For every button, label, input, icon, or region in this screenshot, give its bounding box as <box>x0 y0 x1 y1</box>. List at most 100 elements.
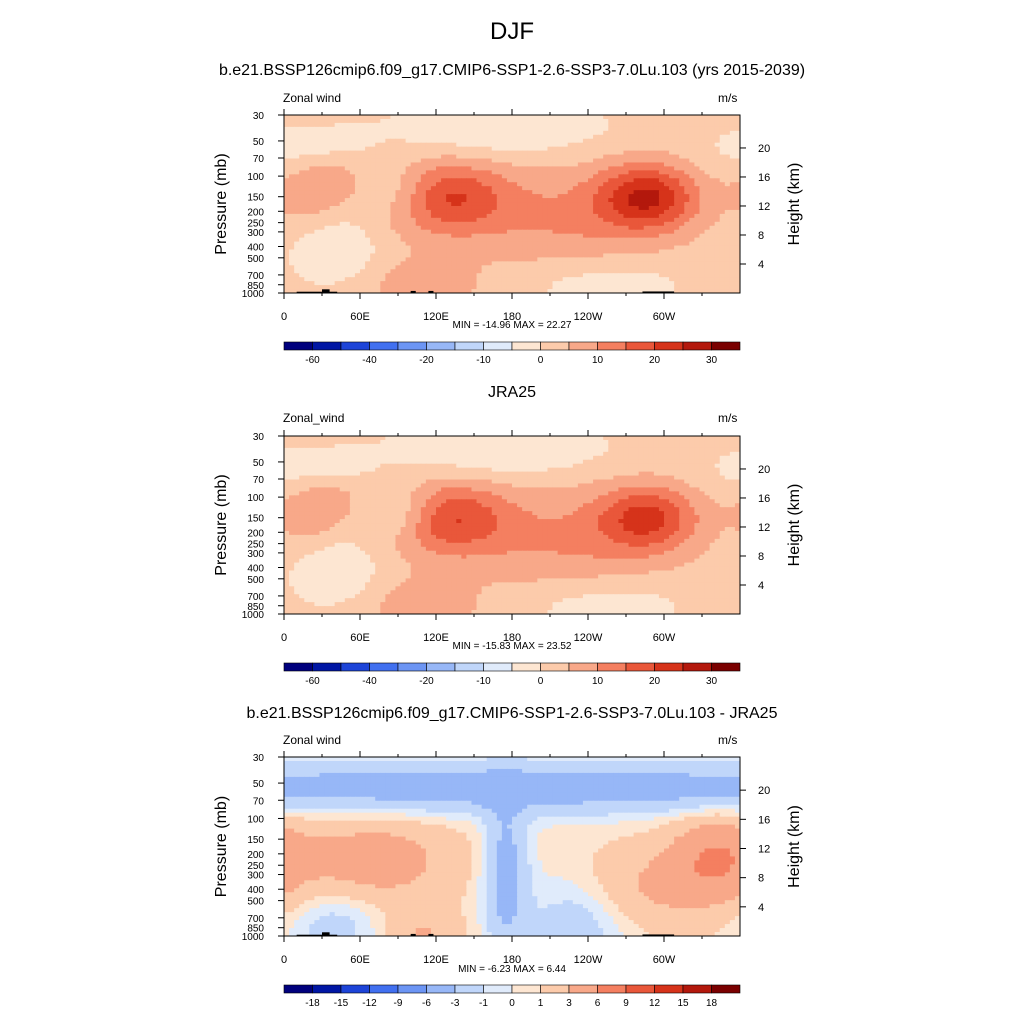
contour-cell <box>506 289 513 293</box>
contour-cell <box>354 213 361 219</box>
contour-cell <box>436 178 442 183</box>
contour-cell <box>410 205 417 211</box>
contour-cell <box>684 190 690 195</box>
contour-cell <box>476 154 483 160</box>
contour-cell <box>329 277 336 282</box>
contour-cell <box>314 253 321 258</box>
contour-cell <box>476 170 483 175</box>
contour-cell <box>684 459 690 465</box>
contour-cell <box>684 229 690 235</box>
contour-cell <box>324 202 331 207</box>
contour-cell <box>648 138 655 144</box>
contour-cell <box>552 122 559 128</box>
contour-cell <box>446 229 452 235</box>
contour-cell <box>309 134 315 140</box>
contour-cell <box>522 443 528 449</box>
contour-cell <box>679 439 685 445</box>
contour-cell <box>567 257 574 262</box>
contour-cell <box>466 134 473 140</box>
contour-cell <box>522 241 528 247</box>
contour-cell <box>390 277 397 282</box>
contour-cell <box>714 277 721 282</box>
contour-cell <box>451 443 457 449</box>
contour-cell <box>360 213 366 219</box>
contour-cell <box>628 439 635 445</box>
contour-cell <box>623 467 630 473</box>
colorbar-swatch <box>597 341 627 351</box>
contour-cell <box>588 174 594 179</box>
contour-cell <box>390 281 397 286</box>
contour-cell <box>314 265 321 270</box>
contour-cell <box>613 269 619 274</box>
contour-cell <box>370 170 376 175</box>
contour-cell <box>456 237 462 243</box>
contour-cell <box>491 166 498 171</box>
contour-cell <box>375 162 381 168</box>
contour-cell <box>501 162 508 168</box>
contour-cell <box>552 459 559 465</box>
contour-cell <box>385 174 391 179</box>
contour-cell <box>430 150 437 156</box>
contour-cell <box>375 202 381 207</box>
contour-cell <box>582 138 589 144</box>
contour-cell <box>334 205 341 211</box>
contour-cell <box>562 257 569 262</box>
contour-cell <box>349 213 356 219</box>
contour-cell <box>436 170 442 175</box>
contour-cell <box>324 150 331 156</box>
contour-cell <box>405 249 412 255</box>
contour-cell <box>648 134 655 140</box>
contour-cell <box>719 463 726 469</box>
contour-cell <box>420 439 427 445</box>
contour-cell <box>588 198 594 203</box>
contour-cell <box>466 217 473 223</box>
contour-cell <box>582 209 589 215</box>
contour-cell <box>410 217 417 223</box>
contour-cell <box>400 205 407 211</box>
contour-cell <box>557 138 564 144</box>
contour-cell <box>400 174 407 179</box>
contour-cell <box>496 217 503 223</box>
contour-cell <box>734 205 740 211</box>
contour-cell <box>319 281 326 286</box>
contour-cell <box>628 285 635 290</box>
contour-cell <box>734 174 740 179</box>
contour-cell <box>410 122 417 128</box>
contour-cell <box>537 289 543 293</box>
contour-cell <box>289 150 295 156</box>
contour-cell <box>664 455 670 461</box>
contour-cell <box>284 158 290 164</box>
contour-cell <box>572 443 579 449</box>
contour-cell <box>537 194 543 199</box>
contour-cell <box>704 265 711 270</box>
contour-cell <box>304 463 310 469</box>
contour-cell <box>562 202 569 207</box>
contour-cell <box>613 467 619 473</box>
contour-cell <box>471 467 478 473</box>
contour-cell <box>562 221 569 227</box>
contour-cell <box>512 241 518 247</box>
contour-cell <box>664 237 670 243</box>
contour-cell <box>294 146 300 152</box>
contour-cell <box>385 162 391 168</box>
contour-cell <box>729 436 736 441</box>
contour-cell <box>557 182 564 187</box>
contour-cell <box>562 138 569 144</box>
contour-cell <box>466 118 473 124</box>
contour-cell <box>456 443 462 449</box>
contour-cell <box>446 146 452 152</box>
contour-cell <box>486 229 493 235</box>
contour-cell <box>380 150 386 156</box>
contour-cell <box>380 146 386 152</box>
contour-cell <box>284 150 290 156</box>
contour-cell <box>582 198 589 203</box>
contour-cell <box>501 281 508 286</box>
contour-cell <box>425 118 432 124</box>
contour-cell <box>532 162 538 168</box>
contour-cell <box>552 178 559 183</box>
contour-cell <box>547 281 554 286</box>
contour-cell <box>512 134 518 140</box>
contour-cell <box>542 130 549 136</box>
contour-cell <box>506 241 513 247</box>
contour-cell <box>679 249 685 255</box>
